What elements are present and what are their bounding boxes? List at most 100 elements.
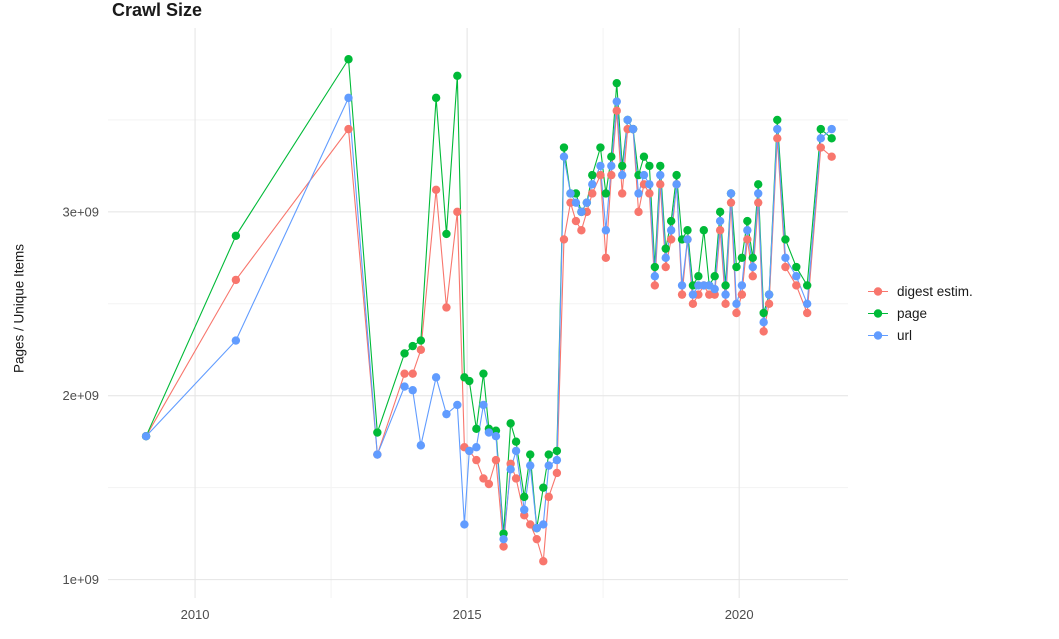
data-point-page: [792, 262, 801, 272]
data-point-digest-estim: [559, 235, 569, 244]
data-point-page: [231, 231, 241, 240]
data-point-digest-estim: [491, 455, 501, 465]
data-point-url: [677, 281, 687, 290]
data-point-url: [816, 134, 825, 143]
data-point-url: [577, 207, 586, 217]
data-point-digest-estim: [759, 327, 768, 336]
data-point-url: [737, 281, 747, 290]
data-point-digest-estim: [617, 189, 627, 198]
data-point-url: [710, 284, 719, 294]
data-point-url: [566, 189, 575, 198]
data-point-digest-estim: [688, 299, 698, 309]
data-point-page: [827, 134, 836, 143]
data-point-page: [732, 262, 741, 272]
series-line-url: [145, 95, 833, 540]
data-point-url: [650, 272, 660, 281]
data-point-url: [559, 152, 569, 161]
data-point-url: [416, 441, 426, 450]
data-point-url: [666, 226, 676, 235]
data-point-page: [465, 376, 474, 386]
data-point-url: [499, 534, 508, 544]
data-point-page: [344, 55, 353, 64]
data-point-url: [400, 382, 409, 391]
x-tick-label: 2010: [181, 607, 210, 622]
data-point-url: [688, 290, 698, 299]
data-point-page: [802, 281, 812, 290]
data-point-url: [596, 161, 605, 171]
data-point-page: [588, 170, 597, 180]
data-point-page: [661, 244, 670, 253]
data-point-page: [737, 253, 747, 263]
data-point-page: [645, 161, 654, 171]
data-point-page: [539, 483, 548, 492]
data-point-url: [442, 409, 451, 419]
data-point-url: [491, 431, 501, 441]
data-point-digest-estim: [472, 455, 481, 465]
data-point-url: [460, 520, 469, 529]
legend-item-url: url: [866, 328, 973, 343]
x-tick-label: 2015: [453, 607, 482, 622]
data-point-digest-estim: [544, 492, 553, 502]
data-point-page: [612, 78, 621, 88]
data-point-url: [715, 216, 725, 226]
data-point-page: [699, 226, 709, 235]
data-point-url: [141, 431, 151, 441]
legend-key-icon-page: [868, 309, 888, 318]
data-point-page: [639, 152, 649, 161]
data-point-digest-estim: [596, 170, 605, 180]
data-point-url: [506, 465, 515, 474]
data-point-digest-estim: [408, 369, 417, 378]
data-point-digest-estim: [666, 235, 676, 244]
data-point-digest-estim: [484, 479, 494, 489]
data-point-page: [666, 216, 676, 226]
data-point-url: [607, 161, 616, 171]
data-point-page: [520, 492, 529, 502]
data-point-page: [607, 152, 616, 161]
data-point-url: [683, 235, 692, 244]
data-point-page: [453, 71, 462, 81]
data-point-url: [661, 253, 670, 263]
data-point-url: [732, 299, 741, 309]
data-point-digest-estim: [715, 226, 725, 235]
data-point-digest-estim: [400, 369, 409, 378]
data-point-url: [373, 450, 382, 459]
data-point-digest-estim: [539, 557, 548, 566]
data-point-page: [710, 272, 719, 281]
data-point-url: [645, 180, 654, 189]
data-point-page: [400, 349, 409, 358]
data-point-url: [623, 115, 632, 125]
data-point-digest-estim: [511, 474, 521, 483]
data-point-digest-estim: [677, 290, 687, 299]
data-point-page: [754, 180, 763, 189]
data-point-url: [773, 124, 782, 134]
data-point-digest-estim: [607, 170, 616, 180]
data-point-digest-estim: [816, 143, 825, 152]
legend-label-url: url: [897, 328, 913, 343]
data-point-url: [672, 180, 681, 189]
data-point-digest-estim: [737, 290, 747, 299]
data-point-page: [408, 341, 417, 351]
legend-key-icon-digest-estim: [868, 287, 888, 296]
legend-key-dot: [873, 331, 883, 340]
x-tick-label: 2020: [725, 607, 754, 622]
legend: digest estim. page url: [866, 284, 973, 343]
data-point-url: [754, 189, 763, 198]
data-point-page: [672, 170, 681, 180]
data-point-digest-estim: [431, 185, 441, 195]
data-point-url: [827, 124, 836, 134]
data-point-url: [344, 93, 353, 103]
data-point-url: [484, 428, 494, 437]
data-point-url: [588, 180, 597, 189]
data-point-url: [520, 505, 529, 514]
data-point-digest-estim: [743, 235, 752, 244]
data-point-url: [539, 520, 548, 529]
data-point-digest-estim: [601, 253, 611, 263]
data-point-page: [472, 424, 481, 434]
data-point-page: [559, 143, 569, 152]
data-point-page: [442, 229, 451, 239]
data-point-url: [472, 443, 481, 452]
data-point-digest-estim: [532, 534, 541, 544]
data-point-digest-estim: [645, 189, 654, 198]
